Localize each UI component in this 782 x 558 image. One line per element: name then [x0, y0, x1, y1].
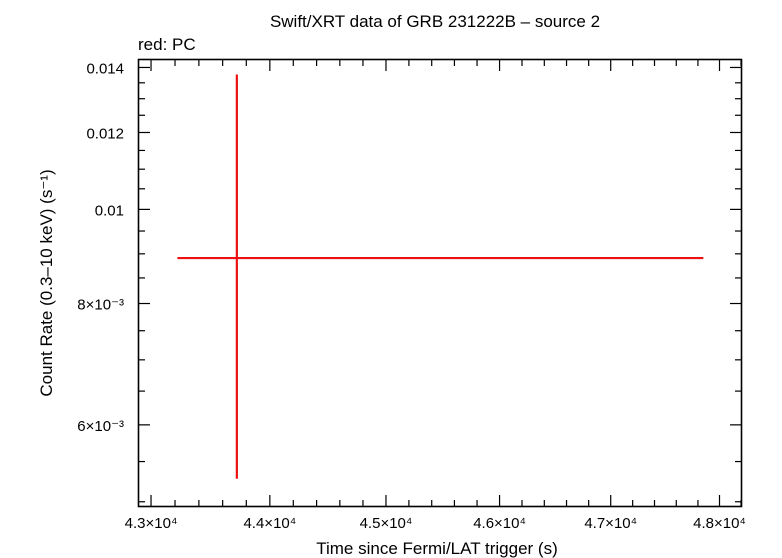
x-tick-label: 4.8×10⁴: [693, 515, 746, 532]
x-tick-label: 4.3×10⁴: [125, 515, 178, 532]
legend-text: red: PC: [138, 35, 196, 54]
x-tick-label: 4.6×10⁴: [473, 515, 526, 532]
y-axis-label: Count Rate (0.3–10 keV) (s⁻¹): [37, 169, 56, 396]
y-tick-label: 6×10⁻³: [77, 418, 124, 435]
y-tick-label: 8×10⁻³: [77, 297, 124, 314]
chart-title: Swift/XRT data of GRB 231222B – source 2: [270, 12, 600, 31]
x-tick-label: 4.4×10⁴: [243, 515, 296, 532]
data-marks: [177, 74, 704, 479]
plot-frame: [137, 58, 743, 508]
y-tick-label: 0.014: [86, 60, 124, 77]
x-tick-label: 4.7×10⁴: [584, 515, 637, 532]
y-tick-label: 0.01: [95, 202, 124, 219]
axis-ticks: 4.3×10⁴ 4.4×10⁴ 4.5×10⁴ 4.6×10⁴ 4.7×10⁴ 4.8×1…: [77, 60, 746, 532]
y-tick-label: 0.012: [86, 125, 124, 142]
x-axis-label: Time since Fermi/LAT trigger (s): [316, 539, 558, 558]
x-tick-label: 4.5×10⁴: [360, 515, 413, 532]
